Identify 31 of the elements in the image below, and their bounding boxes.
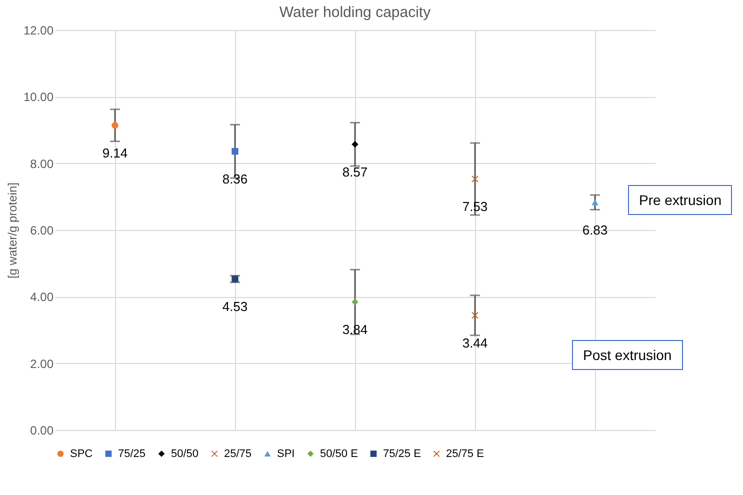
data-label: 4.53 (222, 299, 248, 314)
data-label: 8.57 (342, 164, 368, 180)
y-tick-label: 2.00 (30, 356, 54, 371)
data-label: 8.36 (222, 171, 248, 186)
point (232, 148, 238, 155)
legend-label: SPC (70, 448, 93, 460)
y-tick-label: 10.00 (23, 90, 54, 104)
point (472, 176, 478, 182)
point (592, 199, 598, 206)
legend-label: SPI (277, 448, 295, 460)
legend-label: 25/75 E (446, 448, 484, 460)
legend-label: 75/25 (118, 448, 146, 460)
point (352, 298, 358, 306)
legend-label: 50/50 (171, 448, 199, 460)
y-tick-label: 6.00 (30, 224, 54, 238)
y-tick-label: 0.00 (30, 424, 54, 438)
y-tick-label: 4.00 (30, 290, 54, 304)
y-tick-label: 12.00 (23, 24, 54, 38)
point (112, 122, 118, 129)
legend-label: 25/75 (224, 448, 252, 460)
chart-title: Water holding capacity (279, 4, 432, 21)
legend-label: 75/25 E (383, 448, 421, 460)
annotation: Post extrusion (572, 340, 683, 370)
data-label: 3.44 (462, 335, 488, 350)
y-axis-title: [g water/g protein] (5, 182, 20, 279)
y-tick-label: 8.00 (30, 156, 54, 171)
data-label: 9.14 (102, 145, 128, 160)
legend-label: 50/50 E (320, 448, 358, 460)
data-label: 6.83 (582, 222, 608, 238)
point (352, 140, 358, 148)
annotation: Pre extrusion (628, 185, 732, 215)
